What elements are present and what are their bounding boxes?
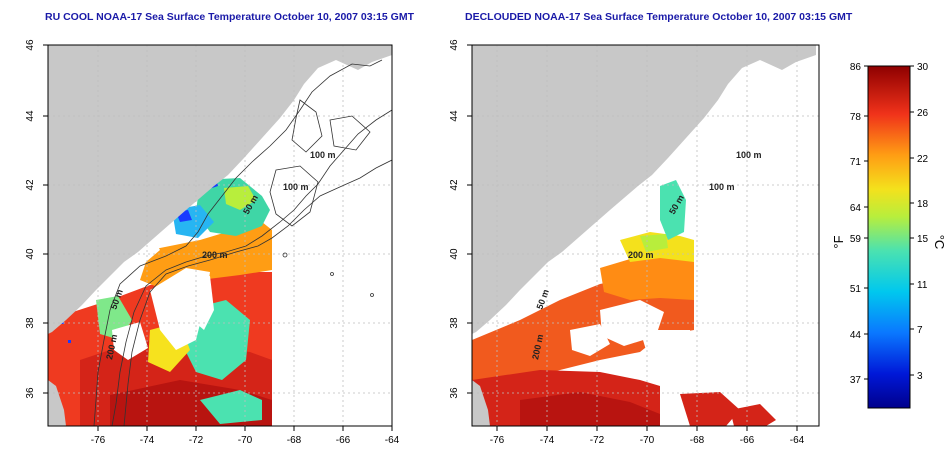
left-sst-field — [48, 60, 272, 426]
colorbar-f-label: 51 — [850, 284, 862, 295]
left-x-tick: -64 — [385, 435, 400, 446]
right-y-tick: 44 — [449, 110, 460, 122]
right-contour-label-2: 100 m — [709, 182, 735, 192]
colorbar-c-label: 18 — [917, 199, 929, 210]
left-bathymetry-contours — [93, 59, 392, 426]
right-map-panel: 100 m 100 m 50 m 200 m 50 m 200 m -76 -7… — [449, 39, 820, 446]
colorbar-f-label: 44 — [850, 330, 862, 341]
left-y-tick: 44 — [25, 110, 36, 122]
colorbar-f-label: 64 — [850, 203, 862, 214]
colorbar-c-label: 22 — [917, 154, 929, 165]
colorbar-fahrenheit-unit: °F — [831, 235, 846, 248]
left-y-tick: 40 — [25, 248, 36, 260]
colorbar-c-label: 15 — [917, 234, 929, 245]
right-contour-label-1: 100 m — [736, 150, 762, 160]
colorbar-f-label: 71 — [850, 157, 862, 168]
left-map-panel: 100 m 100 m 50 m 200 m 50 m 200 m -76 -7… — [25, 39, 400, 446]
left-y-tick: 38 — [25, 317, 36, 329]
left-x-tick: -74 — [140, 435, 155, 446]
colorbar-f-label: 37 — [850, 375, 862, 386]
left-contour-label-4: 200 m — [202, 250, 228, 260]
right-x-tick: -64 — [790, 435, 805, 446]
right-x-tick: -68 — [690, 435, 705, 446]
right-x-tick: -72 — [590, 435, 605, 446]
left-x-tick: -68 — [287, 435, 302, 446]
colorbar-celsius-unit: °C — [932, 235, 947, 250]
right-y-tick: 36 — [449, 387, 460, 399]
left-y-tick: 46 — [25, 39, 36, 51]
colorbar-f-label: 78 — [850, 112, 862, 123]
left-y-tick: 36 — [25, 387, 36, 399]
right-contour-label-4: 200 m — [628, 250, 654, 260]
left-x-tick: -66 — [336, 435, 351, 446]
right-x-tick: -76 — [490, 435, 505, 446]
right-y-tick: 46 — [449, 39, 460, 51]
right-x-tick: -74 — [540, 435, 555, 446]
right-sst-field — [472, 60, 819, 426]
right-y-tick: 40 — [449, 248, 460, 260]
right-y-tick: 42 — [449, 179, 460, 191]
temperature-colorbar: 86 78 71 64 59 51 44 37 30 26 22 18 15 1… — [831, 62, 947, 409]
colorbar-c-label: 7 — [917, 325, 923, 336]
right-grid — [472, 45, 819, 426]
colorbar-f-label: 86 — [850, 62, 862, 73]
colorbar-f-label: 59 — [850, 234, 862, 245]
left-x-tick: -72 — [189, 435, 204, 446]
colorbar-gradient — [867, 65, 911, 409]
left-contour-label-1: 100 m — [310, 150, 336, 160]
colorbar-c-label: 3 — [917, 371, 923, 382]
left-contour-label-2: 100 m — [283, 182, 309, 192]
left-map-title: RU COOL NOAA-17 Sea Surface Temperature … — [45, 11, 414, 23]
colorbar-c-label: 26 — [917, 108, 929, 119]
left-x-tick: -70 — [238, 435, 253, 446]
right-map-frame — [471, 44, 820, 427]
left-x-tick: -76 — [91, 435, 106, 446]
right-x-tick: -66 — [740, 435, 755, 446]
right-x-tick: -70 — [640, 435, 655, 446]
colorbar-c-label: 30 — [917, 62, 929, 73]
colorbar-c-label: 11 — [917, 280, 928, 291]
right-map-title: DECLOUDED NOAA-17 Sea Surface Temperatur… — [465, 11, 853, 23]
left-y-tick: 42 — [25, 179, 36, 191]
right-y-tick: 38 — [449, 317, 460, 329]
left-map-frame — [47, 44, 393, 427]
left-grid — [48, 45, 392, 426]
